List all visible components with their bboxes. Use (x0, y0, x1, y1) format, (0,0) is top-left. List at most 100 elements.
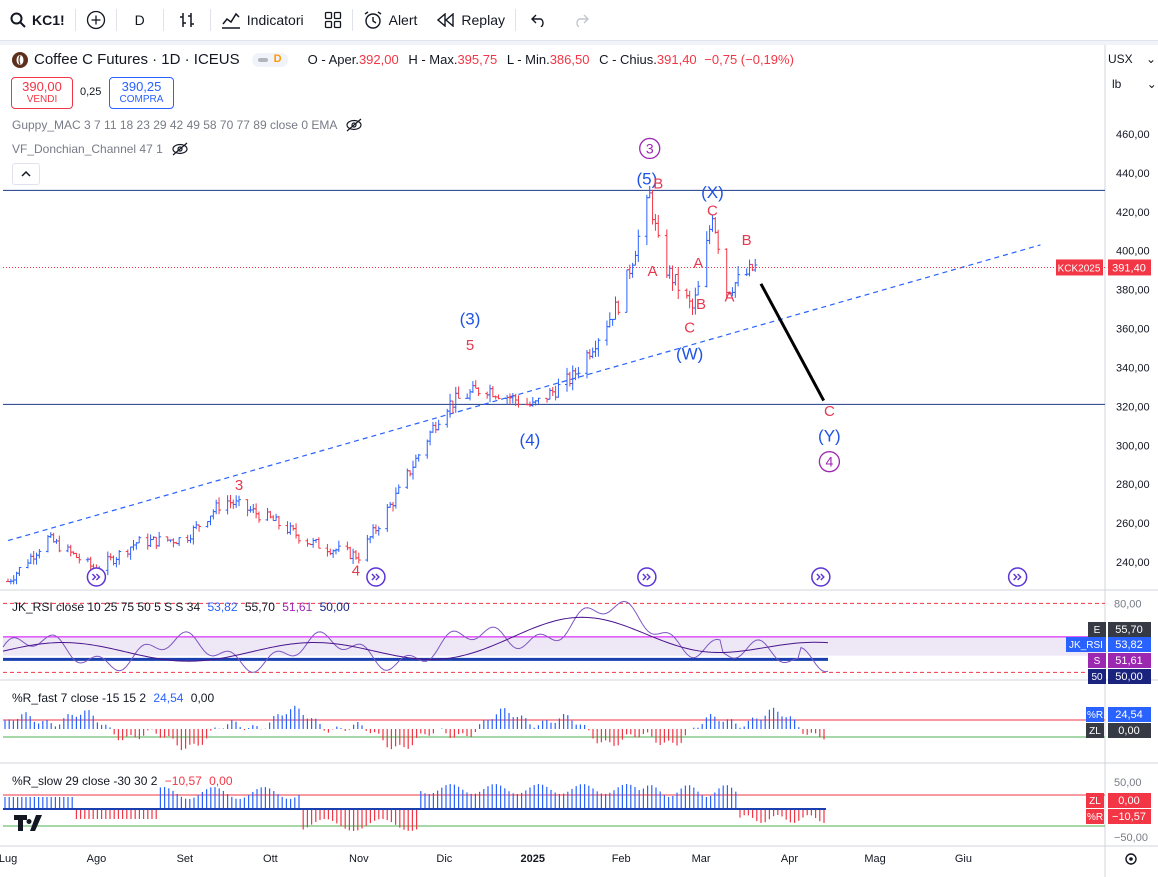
price-tick-label: 280,00 (1116, 479, 1150, 491)
ohlc-bar (376, 526, 381, 536)
ohlc-bar (696, 281, 701, 296)
currency-label: USX (1108, 52, 1133, 66)
ohlc-bar (536, 397, 541, 404)
ohlc-bar (624, 269, 629, 313)
ohlc-bar (68, 544, 73, 557)
price-tick-label: 400,00 (1116, 246, 1150, 258)
rslow-badge-value: 0,00 (1118, 795, 1139, 807)
redo-icon (576, 14, 589, 27)
symbol-tag-label: KCK2025 (1058, 263, 1101, 274)
projection-line (759, 283, 826, 402)
collapse-legend-button[interactable] (12, 163, 40, 185)
compare-button[interactable] (76, 0, 116, 40)
rslow-badge (1108, 793, 1151, 808)
sell-button[interactable]: 390,00 VENDI (11, 77, 73, 109)
unit-select[interactable]: lb ⌄ (1108, 77, 1157, 91)
change-value: −0,75 (−0,19%) (704, 52, 794, 67)
ohlc-bar (468, 389, 473, 401)
eye-off-icon[interactable] (345, 118, 363, 132)
rfast-badge-tag-label: ZL (1089, 726, 1101, 737)
wave-circle (639, 137, 661, 160)
ohlc-bar (31, 550, 36, 565)
ohlc-bar (85, 557, 90, 563)
dashed-trendline (7, 244, 1041, 542)
replay-button[interactable]: Replay (427, 0, 515, 40)
interval-button[interactable]: D (117, 0, 163, 40)
rslow-legend[interactable]: %R_slow 29 close -30 30 2 −10,57 0,00 (12, 774, 233, 788)
rsi-pane[interactable] (2, 600, 1105, 673)
divider (209, 9, 211, 31)
ohlc-bar (610, 318, 615, 326)
rsi-badge-tag-label: S (1094, 656, 1101, 667)
rsi-legend[interactable]: JK_RSI close 10 25 75 50 5 S S 34 53,82 … (12, 600, 350, 614)
grid (0, 45, 1158, 877)
redo-button[interactable] (562, 0, 600, 40)
symbol-search[interactable]: KC1! (0, 0, 75, 40)
search-icon (10, 12, 26, 28)
ohlc-bar (487, 384, 492, 403)
ohlc-bar (108, 553, 113, 561)
ohlc-bar (547, 387, 552, 400)
symbol-name: KC1! (32, 12, 65, 28)
ohlc-bar (556, 378, 561, 398)
ohlc-bar (288, 522, 293, 535)
ohlc-bar (576, 366, 581, 379)
last-price-label: 391,40 (1112, 262, 1146, 274)
rfast-badge-value: 24,54 (1115, 709, 1143, 721)
indicator-donchian[interactable]: VF_Donchian_Channel 47 1 (12, 142, 189, 156)
price-pane[interactable]: 345(3)(4)3(5)BA A(X)CBC(W)ABC(Y)4 (3, 137, 1105, 587)
rsi-badge (1108, 637, 1151, 652)
ohlc-bar (664, 229, 669, 278)
ohlc-bar (510, 393, 515, 404)
ohlc-bar (148, 534, 153, 548)
ohlc-bar (197, 524, 202, 532)
rsi-badge (1108, 622, 1151, 637)
r-slow-pane[interactable] (3, 784, 1105, 831)
chevron-down-icon: ⌄ (1146, 77, 1157, 91)
chart-type-button[interactable] (164, 0, 210, 40)
rslow-badge-tag (1086, 793, 1104, 808)
ohlc-bar (345, 541, 350, 551)
spread-value: 0,25 (80, 86, 102, 98)
alert-button[interactable]: Alert (353, 0, 428, 40)
indicator-guppy[interactable]: Guppy_MAC 3 7 11 18 23 29 42 49 58 70 77… (12, 118, 363, 132)
bars-icon (179, 13, 194, 27)
undo-button[interactable] (516, 0, 562, 40)
chart-area[interactable]: 345(3)(4)3(5)BA A(X)CBC(W)ABC(Y)4 240,002… (0, 45, 1158, 877)
wave-label: 5 (466, 337, 474, 354)
rsi-badge-tag (1066, 637, 1106, 652)
rslow-value: −10,57 (164, 774, 202, 788)
rfast-badge (1108, 707, 1151, 722)
ohlc-bar (516, 395, 521, 408)
layouts-button[interactable] (314, 0, 352, 40)
ohlc-bar (684, 288, 689, 299)
ohlc-bar (656, 214, 661, 238)
event-marker-arrow (371, 573, 380, 581)
ohlc-bar (416, 453, 421, 462)
buy-button[interactable]: 390,25 COMPRA (109, 77, 174, 109)
rslow-title: %R_slow 29 close -30 30 2 (12, 774, 158, 788)
rfast-title: %R_fast 7 close -15 15 2 (12, 691, 147, 705)
event-marker-icon (637, 567, 657, 587)
ohlc-bar (747, 259, 752, 277)
r-fast-pane[interactable] (3, 705, 1105, 751)
ohlc-bar (205, 521, 210, 528)
open-label: O - Aper. (307, 52, 359, 67)
event-marker-arrow (1013, 573, 1022, 581)
rfast-legend[interactable]: %R_fast 7 close -15 15 2 24,54 0,00 (12, 691, 214, 705)
wave-label: (3) (460, 310, 481, 329)
ohlc-bar (590, 347, 595, 359)
eye-off-icon[interactable] (171, 142, 189, 156)
wave-label: 3 (646, 140, 654, 156)
event-marker-arrow (816, 573, 825, 581)
event-marker-icon (1007, 567, 1028, 587)
rsi-title: JK_RSI close 10 25 75 50 5 S S 34 (12, 600, 201, 614)
indicators-button[interactable]: Indicatori (211, 0, 314, 40)
ohlc-bar (25, 559, 30, 569)
rfast-badge-value: 0,00 (1118, 725, 1139, 737)
currency-select[interactable]: USX ⌄ (1108, 52, 1156, 66)
ohlc-bar (114, 557, 119, 568)
divider (351, 9, 353, 31)
rfast-badge-tag (1086, 707, 1104, 722)
ohlc-bar (636, 229, 641, 263)
